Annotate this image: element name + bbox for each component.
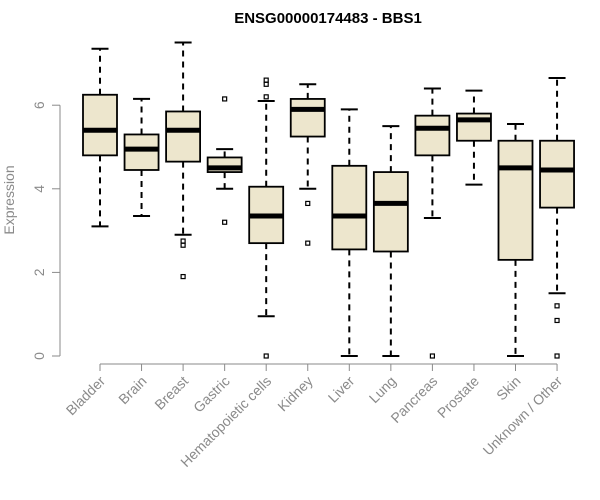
outlier-point: [222, 96, 228, 102]
box-group: [331, 108, 368, 357]
x-tick-label: Liver: [325, 373, 358, 406]
outlier-point: [554, 353, 560, 359]
outlier-point: [222, 219, 228, 225]
iqr-box: [414, 114, 451, 157]
outlier-point: [554, 303, 560, 309]
box-group: [539, 77, 575, 359]
x-tick-label: Lung: [366, 373, 399, 406]
box-group: [414, 87, 451, 359]
outlier-point: [429, 353, 435, 359]
x-tick-label: Breast: [151, 373, 191, 413]
y-tick-label: 0: [31, 352, 47, 360]
x-tick-label: Prostate: [434, 373, 482, 421]
box-group: [289, 83, 326, 246]
box-group: [248, 77, 285, 359]
outlier-point: [180, 242, 186, 248]
box-group: [82, 47, 118, 228]
outlier-point: [305, 200, 311, 207]
outlier-point: [554, 317, 560, 324]
outlier-point: [263, 77, 269, 83]
y-axis: 0 2 4 6: [31, 101, 61, 360]
chart-title: ENSG00000174483 - BBS1: [234, 10, 422, 27]
iqr-box: [331, 164, 368, 251]
x-tick-label: Kidney: [274, 373, 316, 415]
outlier-point: [180, 238, 186, 244]
iqr-box: [123, 133, 160, 171]
box-group: [165, 41, 202, 280]
iqr-box: [372, 171, 409, 253]
outlier-point: [305, 240, 311, 246]
outlier-point: [180, 273, 186, 280]
y-tick-label: 6: [31, 101, 47, 109]
box-group: [206, 96, 243, 225]
box-group: [497, 123, 534, 357]
outlier-point: [263, 353, 269, 359]
box-group: [456, 89, 492, 186]
y-axis-label: Expression: [1, 165, 17, 234]
x-tick-label: Unknown / Other: [480, 373, 566, 459]
iqr-box: [82, 93, 118, 157]
x-tick-label: Brain: [115, 373, 149, 407]
box-group: [123, 97, 160, 217]
boxes: [82, 41, 575, 359]
y-tick-label: 4: [31, 185, 47, 193]
outlier-point: [263, 81, 269, 87]
iqr-box: [497, 139, 534, 261]
y-tick-label: 2: [31, 268, 47, 276]
iqr-box: [289, 98, 326, 138]
x-tick-label: Skin: [493, 373, 524, 404]
iqr-box: [165, 110, 202, 163]
outlier-point: [263, 94, 269, 100]
x-tick-label: Bladder: [63, 373, 109, 419]
iqr-box: [539, 139, 575, 209]
box-group: [372, 125, 409, 357]
